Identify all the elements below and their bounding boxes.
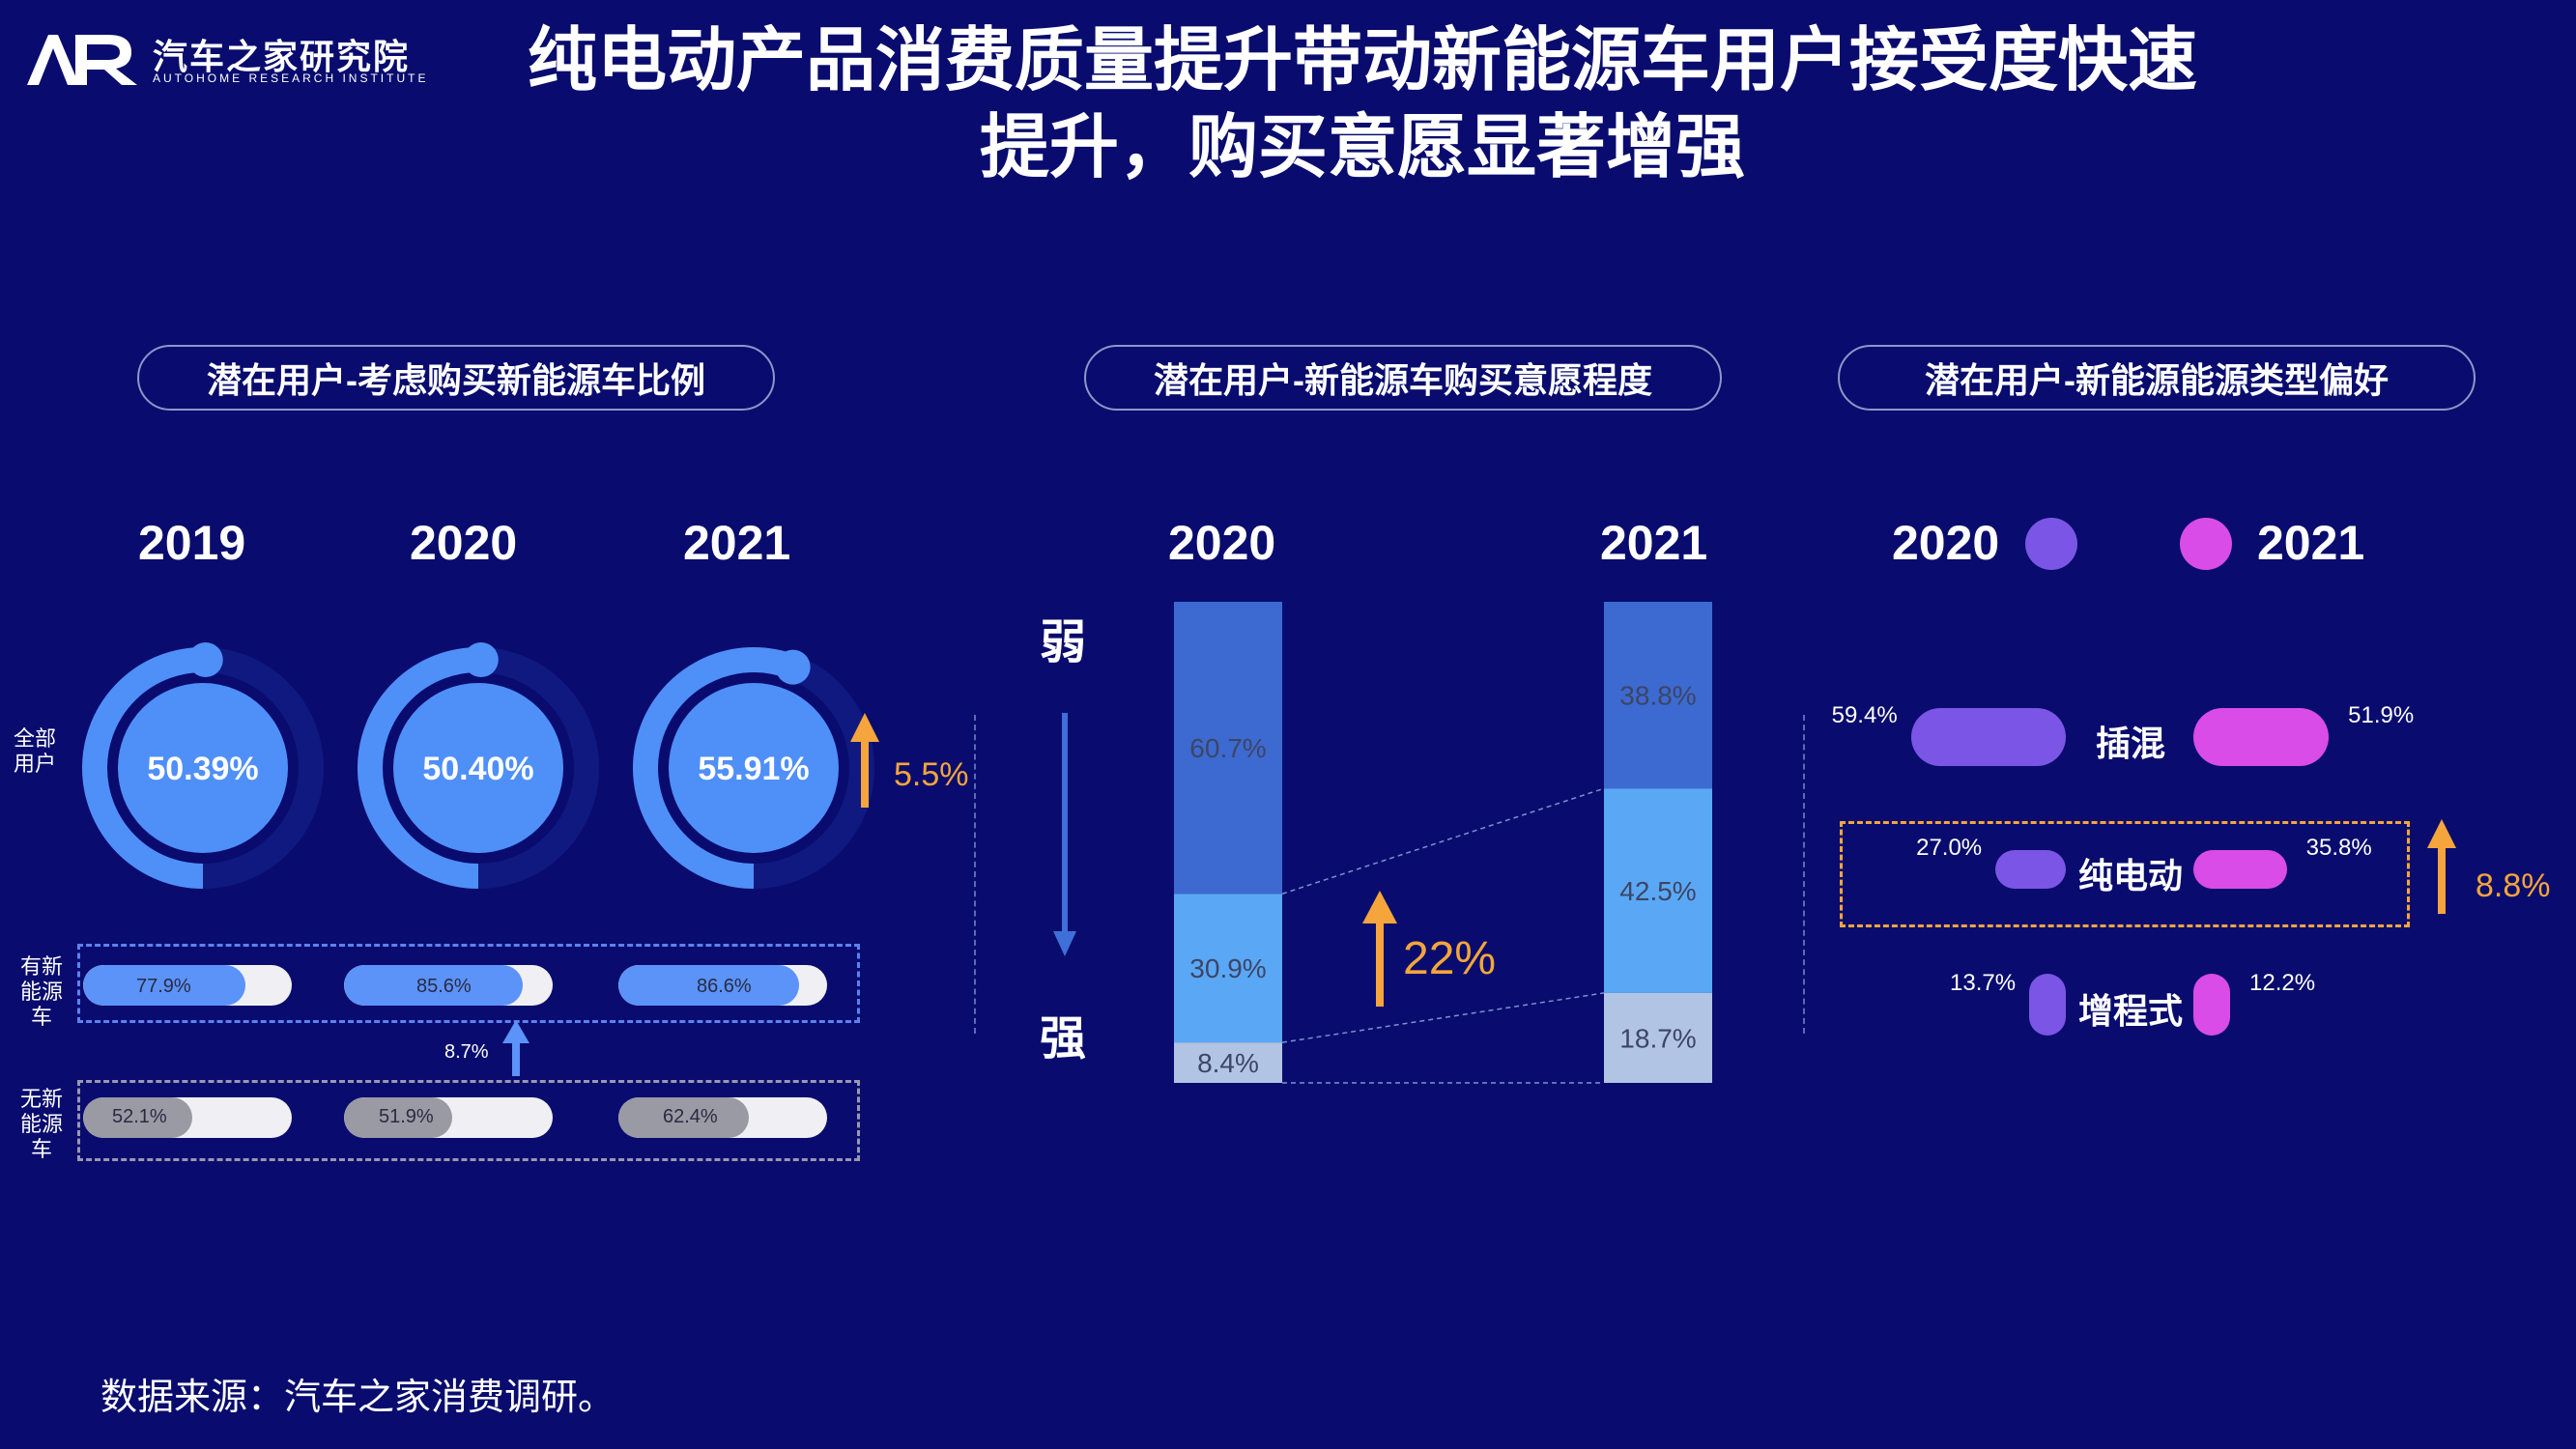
donut-arc xyxy=(82,647,207,889)
has-nev-bar xyxy=(618,965,827,1006)
donut-arc xyxy=(358,647,482,889)
growth-arrow-icon xyxy=(850,713,879,808)
donut-arc xyxy=(633,647,798,889)
row-label-has-nev: 有新 能源 车 xyxy=(19,954,63,1029)
divider xyxy=(974,715,978,1034)
brand-name-en: AUTOHOME RESEARCH INSTITUTE xyxy=(153,71,429,85)
pref-bar-2021 xyxy=(2193,708,2330,766)
no-nev-bar xyxy=(83,1097,292,1138)
stack-segment xyxy=(1604,788,1712,993)
stack-segment-label: 8.4% xyxy=(1197,1048,1259,1078)
divider xyxy=(1803,715,1807,1034)
no-nev-value: 51.9% xyxy=(379,1106,434,1127)
panel2-growth-label: 22% xyxy=(1403,933,1497,984)
pref-value-2020: 13.7% xyxy=(1950,970,2017,996)
panel1-year: 2019 xyxy=(138,516,246,570)
autohome-ar-logo xyxy=(27,35,137,85)
has-nev-value: 86.6% xyxy=(697,976,752,997)
no-nev-bar xyxy=(618,1097,827,1138)
panel1-header: 潜在用户-考虑购买新能源车比例 xyxy=(137,345,775,411)
down-arrow-icon xyxy=(1053,713,1076,956)
pref-bar-2020 xyxy=(1910,708,2066,766)
connector-line xyxy=(1281,992,1605,1043)
has-nev-bar-fill xyxy=(344,965,523,1006)
pref-value-2020: 59.4% xyxy=(1831,702,1898,728)
legend-2020-dot xyxy=(2025,518,2077,570)
no-nev-value: 62.4% xyxy=(663,1106,718,1127)
stack-segment-label: 42.5% xyxy=(1619,876,1696,906)
no-nev-bar-fill xyxy=(83,1097,192,1138)
panel2-year: 2021 xyxy=(1600,516,1708,570)
donut-end-dot xyxy=(463,642,499,678)
page-title: 纯电动产品消费质量提升带动新能源车用户接受度快速 提升，购买意愿显著增强 xyxy=(406,17,2319,191)
has-nev-bar-fill xyxy=(618,965,800,1006)
panel2-year: 2020 xyxy=(1168,516,1276,570)
pref-category-label: 纯电动 xyxy=(2077,856,2183,895)
pref-bar-2021 xyxy=(2193,850,2287,889)
has-nev-value: 85.6% xyxy=(416,976,472,997)
connector-line xyxy=(1281,787,1605,895)
pref-category-label: 插混 xyxy=(2095,724,2165,763)
stack-segment xyxy=(1604,992,1712,1083)
stack-segment-label: 60.7% xyxy=(1189,733,1266,763)
panel2-header: 潜在用户-新能源车购买意愿程度 xyxy=(1084,345,1722,411)
pref-bar-2021 xyxy=(2193,974,2230,1036)
stack-segment-label: 30.9% xyxy=(1189,953,1266,983)
panel3-growth-label: 8.8% xyxy=(2476,867,2551,904)
donut-center xyxy=(118,683,288,853)
donut-group: 50.39% 50.40% 55.91% xyxy=(82,642,874,889)
panel3-header: 潜在用户-新能源能源类型偏好 xyxy=(1838,345,2476,411)
title-line-1: 纯电动产品消费质量提升带动新能源车用户接受度快速 xyxy=(527,22,2197,99)
has-nev-box xyxy=(77,944,860,1023)
no-nev-box xyxy=(77,1080,860,1161)
has-nev-bar-fill xyxy=(83,965,246,1006)
stacked-bars: 60.7% 30.9% 8.4% 38.8% 42.5% 18.7% xyxy=(1174,602,1712,1084)
donut-value-label: 50.40% xyxy=(422,751,533,787)
donut-center xyxy=(393,683,563,853)
growth-arrow-icon xyxy=(1362,891,1397,1007)
has-nev-value: 77.9% xyxy=(136,976,191,997)
no-nev-bar-fill xyxy=(618,1097,749,1138)
no-nev-bar-fill xyxy=(344,1097,453,1138)
donut-end-dot xyxy=(187,642,223,678)
row-label-all-users: 全部 用户 xyxy=(13,726,56,776)
brand-name: 汽车之家研究院 xyxy=(153,37,411,76)
strong-label: 强 xyxy=(1040,1013,1087,1065)
legend-2021-label: 2021 xyxy=(2257,516,2365,570)
data-source: 数据来源：汽车之家消费调研。 xyxy=(100,1378,615,1418)
donut-value-label: 50.39% xyxy=(147,751,258,787)
pref-bar-2020 xyxy=(2029,974,2066,1036)
growth-arrow-icon xyxy=(2427,819,2456,914)
title-line-2: 提升，购买意愿显著增强 xyxy=(979,109,1745,186)
legend-2020-label: 2020 xyxy=(1892,516,2000,570)
pref-value-2021: 51.9% xyxy=(2348,702,2415,728)
has-nev-growth-label: 8.7% xyxy=(444,1041,489,1063)
no-nev-bar xyxy=(344,1097,553,1138)
weak-label: 弱 xyxy=(1040,617,1087,668)
has-nev-bar xyxy=(344,965,553,1006)
donut-end-dot xyxy=(775,649,811,685)
stack-segment-label: 38.8% xyxy=(1619,681,1696,711)
stack-segment xyxy=(1604,602,1712,789)
has-nev-bar xyxy=(83,965,292,1006)
no-nev-value: 52.1% xyxy=(112,1106,167,1127)
row-label-no-nev: 无新 能源 车 xyxy=(19,1087,63,1161)
legend-2021-dot xyxy=(2180,518,2232,570)
donut-center xyxy=(669,683,839,853)
donut-value-label: 55.91% xyxy=(698,751,809,787)
highlight-box xyxy=(1840,821,2410,927)
panel1-year: 2021 xyxy=(683,516,791,570)
panel1-year: 2020 xyxy=(410,516,518,570)
stack-segment xyxy=(1174,602,1282,895)
pref-value-2021: 12.2% xyxy=(2249,970,2316,996)
pref-value-2021: 35.8% xyxy=(2305,835,2372,861)
up-arrow-icon xyxy=(502,1020,530,1076)
stack-segment xyxy=(1174,1042,1282,1083)
stack-segment xyxy=(1174,894,1282,1043)
pref-value-2020: 27.0% xyxy=(1916,835,1983,861)
pref-bar-2020 xyxy=(1995,850,2066,889)
panel1-growth-label: 5.5% xyxy=(894,756,969,793)
stack-segment-label: 18.7% xyxy=(1619,1023,1696,1053)
pref-category-label: 增程式 xyxy=(2077,991,2183,1031)
